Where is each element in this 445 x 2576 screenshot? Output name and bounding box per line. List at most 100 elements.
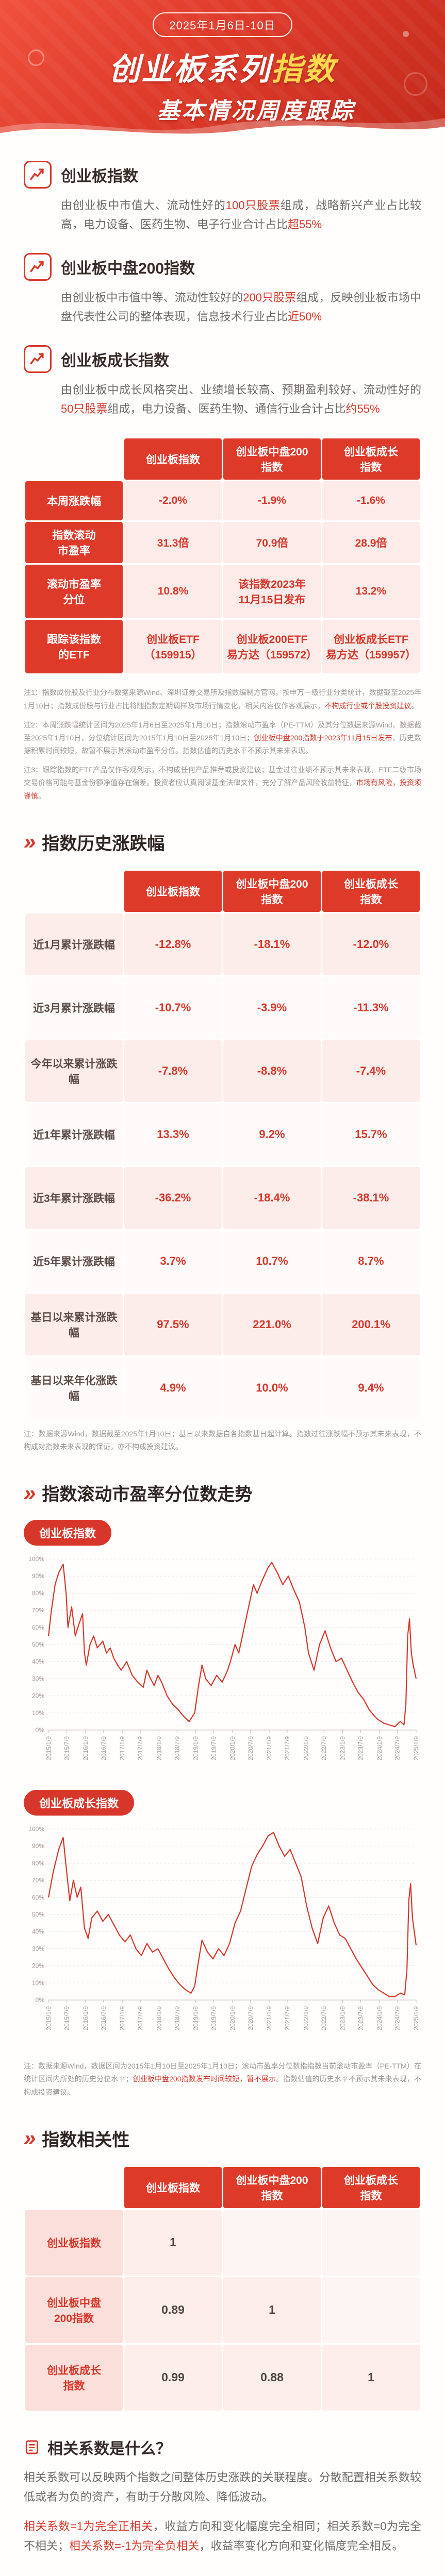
svg-text:2020/1/9: 2020/1/9 <box>229 2006 236 2030</box>
correlation-header-row: 创业板指数 创业板中盘200 指数 创业板成长 指数 <box>25 2166 420 2208</box>
row-label: 滚动市盈率 分位 <box>25 565 123 619</box>
svg-text:80%: 80% <box>32 1860 44 1867</box>
svg-text:0%: 0% <box>36 1726 45 1734</box>
highlighted-text: 50只股票 <box>61 402 108 415</box>
history-table: 创业板指数 创业板中盘200 指数 创业板成长 指数 近1月累计涨跌幅 -12.… <box>24 869 421 1420</box>
row-label: 基日以来累计涨跌幅 <box>25 1293 123 1355</box>
definition-heading: 相关系数是什么？ <box>24 2436 421 2459</box>
svg-text:20%: 20% <box>32 1962 44 1970</box>
text-segment: 。指数估值的历史水平不预示其未来表现，不构成投资建议。 <box>24 2075 422 2096</box>
table-row: 创业板中盘 200指数 0.89 1 <box>25 2277 420 2343</box>
cell-value: -18.4% <box>223 1166 321 1229</box>
definition-paragraph: 相关系数可以反映两个指数之间整体历史涨跌的关联程度。分散配置相关系数较低或者为负… <box>24 2468 421 2507</box>
svg-text:0%: 0% <box>36 1996 45 2004</box>
page-title-main: 创业板系列 <box>109 52 271 87</box>
cell-value: -11.3% <box>322 976 420 1039</box>
cell-value: 70.9倍 <box>223 522 321 564</box>
cell-value: 221.0% <box>223 1293 321 1355</box>
overview-header-row: 创业板指数 创业板中盘200 指数 创业板成长 指数 <box>25 438 420 480</box>
svg-text:90%: 90% <box>32 1572 44 1580</box>
page-subtitle: 基本情况周度跟踪 <box>157 98 355 124</box>
svg-text:90%: 90% <box>32 1842 44 1850</box>
cell-value: -10.7% <box>124 976 222 1039</box>
cell-value: 0.99 <box>124 2344 222 2411</box>
cell-value: 4.9% <box>124 1357 222 1419</box>
svg-text:2022/7/9: 2022/7/9 <box>320 1736 327 1760</box>
cell-value: 8.7% <box>322 1230 420 1292</box>
document-icon <box>24 2439 40 2455</box>
cell-value: 28.9倍 <box>322 522 420 564</box>
svg-text:2023/1/9: 2023/1/9 <box>339 2006 347 2030</box>
svg-text:2023/7/9: 2023/7/9 <box>357 2006 364 2030</box>
date-badge-text: 2025年1月6日-10日 <box>169 19 276 32</box>
svg-text:70%: 70% <box>32 1607 44 1614</box>
svg-text:2018/7/9: 2018/7/9 <box>173 2006 180 2030</box>
svg-text:50%: 50% <box>32 1911 44 1918</box>
date-badge: 2025年1月6日-10日 <box>153 12 292 37</box>
svg-text:2016/7/9: 2016/7/9 <box>100 2006 107 2030</box>
svg-text:2022/7/9: 2022/7/9 <box>320 2006 327 2030</box>
svg-text:10%: 10% <box>32 1979 44 1987</box>
footnote: 注3：跟踪指数的ETF产品仅作客观列示，不构成任何产品推荐或投资建议；基金过往业… <box>24 764 421 803</box>
cell-value: 13.2% <box>322 565 420 619</box>
table-row: 本周涨跌幅 -2.0% -1.9% -1.6% <box>25 481 420 521</box>
svg-text:2019/1/9: 2019/1/9 <box>192 2006 200 2030</box>
text-segment: 注3：跟踪指数的ETF产品仅作客观列示，不构成任何产品推荐或投资建议；基金过往业… <box>24 766 421 787</box>
highlighted-text: 200只股票 <box>243 291 296 304</box>
svg-text:2024/1/9: 2024/1/9 <box>376 2006 383 2030</box>
highlighted-text: 近50% <box>288 310 322 324</box>
decor-circle-icon <box>404 72 427 96</box>
svg-text:20%: 20% <box>32 1692 44 1700</box>
text-segment: ，收益率变化方向和变化幅度完全相反。 <box>199 2539 404 2553</box>
text-segment: 组成，反映创业板市场中盘代表性公司的整体表现，信息技术行业占比 <box>61 291 421 324</box>
table-row: 基日以来年化涨跌幅 4.9% 10.0% 9.4% <box>25 1357 420 1419</box>
row-label: 跟踪该指数 的ETF <box>25 620 123 674</box>
row-label: 本周涨跌幅 <box>25 481 123 521</box>
column-header: 创业板指数 <box>124 438 222 480</box>
trend-chart-icon <box>24 252 52 281</box>
page-title: 创业板系列指数 <box>0 44 445 89</box>
row-label: 近3年累计涨跌幅 <box>25 1166 123 1229</box>
svg-text:2016/7/9: 2016/7/9 <box>100 1736 107 1760</box>
cell-value: 创业板ETF （159915） <box>124 620 222 674</box>
svg-text:80%: 80% <box>32 1590 44 1597</box>
cell-value: 13.3% <box>124 1103 222 1165</box>
row-label: 创业板指数 <box>25 2209 123 2276</box>
column-header: 创业板成长 指数 <box>322 870 420 912</box>
cell-value: 1 <box>124 2209 222 2276</box>
column-header: 创业板中盘200 指数 <box>223 2166 321 2208</box>
svg-text:2021/7/9: 2021/7/9 <box>284 1736 291 1760</box>
footnote: 注：数据来源Wind，数据截至2025年1月10日；基日以来数据自各指数基日起计… <box>24 1428 421 1453</box>
row-label: 今年以来累计涨跌幅 <box>25 1040 123 1102</box>
svg-text:2015/7/9: 2015/7/9 <box>63 2006 71 2030</box>
header-banner: 2025年1月6日-10日 创业板系列指数 基本情况周度跟踪 <box>0 0 445 140</box>
text-segment: 由创业板中成长风格突出、业绩增长较高、预期盈利较好、流动性好的 <box>61 383 421 396</box>
chevron-icon: » <box>24 829 36 854</box>
column-header: 创业板中盘200 指数 <box>223 438 321 480</box>
cell-value: -12.8% <box>124 913 222 975</box>
svg-text:2025/1/9: 2025/1/9 <box>413 2006 420 2030</box>
table-row: 今年以来累计涨跌幅 -7.8% -8.8% -7.4% <box>25 1040 420 1102</box>
cell-value: 该指数2023年 11月15日发布 <box>223 565 321 619</box>
highlighted-text: 100只股票 <box>225 199 281 212</box>
highlighted-text: 相关系数=1为完全正相关 <box>24 2519 153 2533</box>
intro-head: 创业板成长指数 <box>24 345 421 373</box>
svg-text:2018/1/9: 2018/1/9 <box>155 1736 162 1760</box>
svg-text:2024/7/9: 2024/7/9 <box>394 1736 401 1760</box>
highlighted-text: 约55% <box>345 402 380 415</box>
cell-value: 1 <box>223 2277 321 2343</box>
svg-text:2020/7/9: 2020/7/9 <box>247 2006 254 2030</box>
text-segment: 注2：本周涨跌幅统计区间为2025年1月6日至2025年1月10日；指数滚动市盈… <box>24 720 421 742</box>
cell-value <box>223 2209 321 2276</box>
intro-title: 创业板成长指数 <box>61 352 169 369</box>
text-segment: 相关系数可以反映两个指数之间整体历史涨跌的关联程度。分散配置相关系数较低或者为负… <box>24 2470 421 2504</box>
chevron-icon: » <box>24 2126 36 2150</box>
table-corner-cell <box>25 438 123 480</box>
text-segment: ，历史数据积累时间较短，故暂不展示其滚动市盈率分位。指数估值的历史水平不预示其未… <box>24 733 422 755</box>
svg-text:2019/7/9: 2019/7/9 <box>210 1736 218 1760</box>
decor-dot-icon <box>403 31 409 37</box>
highlighted-text: 市场有风险，投资须谨慎 <box>24 778 422 800</box>
cell-value: -36.2% <box>124 1166 222 1229</box>
svg-text:70%: 70% <box>32 1877 44 1884</box>
svg-text:2021/1/9: 2021/1/9 <box>266 1736 273 1760</box>
